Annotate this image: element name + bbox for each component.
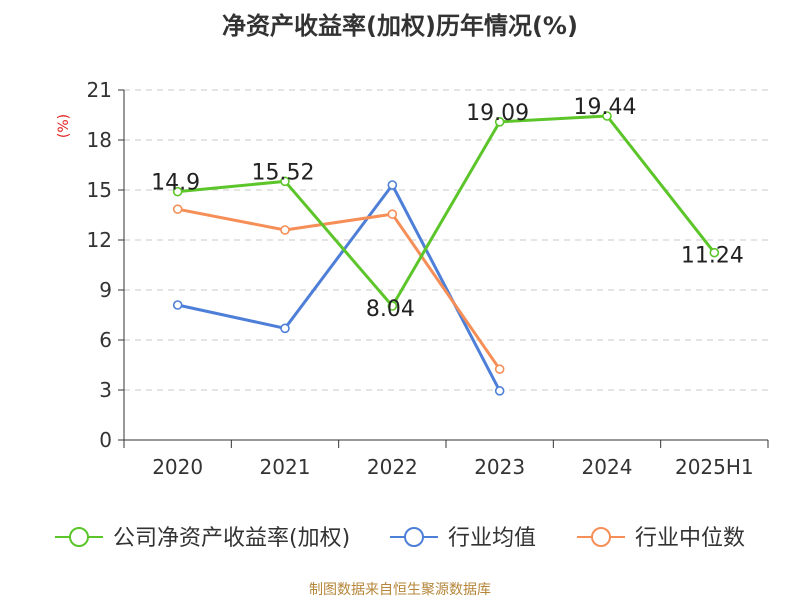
x-tick-label: 2024 — [582, 455, 633, 479]
y-tick-label: 15 — [87, 178, 112, 202]
x-tick-label: 2022 — [367, 455, 418, 479]
series-line — [177, 114, 716, 308]
data-point-marker — [387, 209, 398, 219]
data-point-marker — [387, 301, 398, 311]
x-tick-label: 2020 — [152, 455, 203, 479]
legend: 公司净资产收益率(加权) 行业均值 行业中位数 — [55, 526, 745, 551]
data-point-marker — [602, 111, 612, 121]
data-point-marker — [172, 204, 183, 214]
legend-swatch-marker — [591, 527, 611, 547]
grid-lines — [124, 89, 768, 391]
data-point-marker — [280, 225, 290, 235]
series-lines — [172, 111, 720, 396]
x-tick-label: 2023 — [474, 455, 525, 479]
x-tick-label: 2021 — [260, 455, 311, 479]
y-tick-label: 0 — [99, 428, 112, 452]
data-point-marker — [494, 364, 505, 374]
y-tick-label: 6 — [99, 328, 112, 352]
y-tick-label: 9 — [99, 278, 112, 302]
legend-label: 行业均值 — [448, 526, 536, 551]
data-point-marker — [172, 186, 183, 197]
y-tick-label: 12 — [87, 228, 112, 252]
data-point-marker — [709, 247, 720, 258]
y-tick-label: 21 — [87, 78, 112, 102]
data-point-marker — [280, 176, 290, 187]
legend-label: 行业中位数 — [635, 526, 745, 551]
axes: 0 3 6 9 12 15 18 21 (%) 2020 2021 2022 2023 2024 2025H… — [56, 78, 769, 479]
data-label: 15.52 — [252, 160, 315, 185]
data-point-marker — [280, 323, 290, 334]
data-point-marker — [172, 300, 183, 310]
data-label: 14.9 — [151, 171, 200, 196]
chart-title: 净资产收益率(加权)历年情况(%) — [222, 12, 578, 40]
x-tick-label: 2025H1 — [675, 455, 754, 479]
data-point-marker — [387, 180, 398, 190]
series-line — [177, 183, 501, 392]
legend-swatch-marker — [404, 527, 424, 547]
data-label: 19.09 — [466, 101, 529, 126]
data-label: 19.44 — [574, 95, 637, 120]
data-label: 8.04 — [366, 297, 415, 322]
data-labels: 14.9 15.52 8.04 19.09 19.44 11.24 — [151, 95, 744, 322]
series-line — [177, 207, 501, 371]
legend-swatch-marker — [69, 527, 89, 547]
data-label: 11.24 — [681, 244, 744, 269]
y-axis-unit-label: (%) — [56, 114, 72, 138]
data-point-marker — [494, 117, 505, 127]
source-footer: 制图数据来自恒生聚源数据库 — [309, 582, 491, 598]
legend-label: 公司净资产收益率(加权) — [113, 526, 350, 551]
data-point-marker — [494, 386, 505, 396]
y-tick-label: 18 — [87, 128, 112, 152]
y-tick-label: 3 — [99, 378, 112, 402]
